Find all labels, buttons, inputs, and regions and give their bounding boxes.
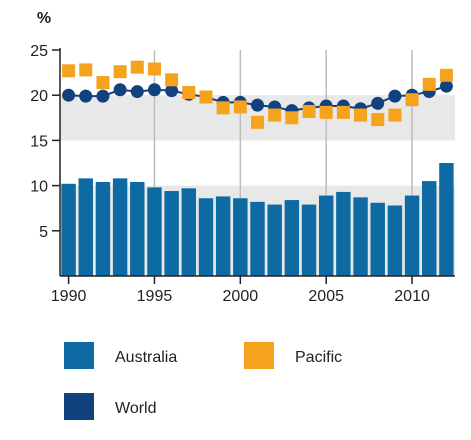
y-tick-label-15: 15 <box>30 133 48 150</box>
bar-australia-2001 <box>250 201 265 276</box>
legend-swatch-australia <box>64 342 94 369</box>
bar-australia-2008 <box>370 202 385 276</box>
point-world-2008 <box>371 96 385 110</box>
point-pacific-1993 <box>113 65 127 79</box>
point-pacific-1995 <box>147 62 161 76</box>
y-tick-label-5: 5 <box>39 224 48 241</box>
point-pacific-1998 <box>199 90 213 104</box>
point-pacific-2002 <box>268 108 282 122</box>
axes <box>52 48 455 284</box>
x-tick-label-2000: 2000 <box>223 288 259 305</box>
pacific-points <box>62 60 453 129</box>
point-world-2012 <box>439 79 453 93</box>
bar-australia-2002 <box>267 204 282 276</box>
bar-australia-1996 <box>164 191 179 276</box>
point-pacific-1999 <box>216 101 230 115</box>
bar-australia-1991 <box>78 178 93 276</box>
point-world-1992 <box>96 89 110 103</box>
point-world-2001 <box>251 98 264 112</box>
y-tick-label-25: 25 <box>30 43 48 60</box>
legend: Australia Pacific World <box>64 342 342 420</box>
point-pacific-2006 <box>336 105 350 119</box>
point-pacific-2011 <box>422 77 436 91</box>
bar-australia-2009 <box>387 205 403 276</box>
point-pacific-2007 <box>354 108 368 122</box>
point-pacific-2001 <box>251 115 264 129</box>
bar-australia-1994 <box>130 181 145 276</box>
legend-label-pacific: Pacific <box>295 349 342 366</box>
point-world-1995 <box>147 83 161 97</box>
point-pacific-2012 <box>439 68 453 82</box>
x-tick-label-2005: 2005 <box>308 288 344 305</box>
point-pacific-1992 <box>96 76 110 90</box>
point-world-1993 <box>113 83 127 97</box>
point-pacific-1996 <box>165 73 179 87</box>
tick-labels: 5 10 15 20 25% 1990 1995 2000 2005 2010 <box>30 10 430 305</box>
bar-australia-2007 <box>353 197 368 276</box>
point-world-1994 <box>130 85 144 99</box>
point-pacific-2005 <box>319 105 333 119</box>
point-pacific-2009 <box>388 108 402 122</box>
legend-label-world: World <box>115 400 157 417</box>
point-pacific-1997 <box>182 85 196 99</box>
y-tick-label-20: 20 <box>30 88 48 105</box>
legend-swatch-pacific <box>244 342 274 369</box>
point-world-1991 <box>79 89 93 103</box>
point-pacific-2000 <box>233 100 247 114</box>
bar-australia-2004 <box>301 204 317 276</box>
x-tick-label-1995: 1995 <box>137 288 173 305</box>
bar-australia-2003 <box>284 200 300 276</box>
bar-australia-1999 <box>215 196 231 276</box>
bar-australia-2005 <box>318 195 334 276</box>
point-world-1996 <box>165 84 179 98</box>
point-world-2009 <box>388 89 402 103</box>
bar-australia-2011 <box>422 181 437 276</box>
point-pacific-2003 <box>285 111 299 125</box>
bar-australia-1992 <box>95 181 111 276</box>
bar-australia-1993 <box>112 178 128 276</box>
bar-australia-2000 <box>233 198 248 276</box>
y-tick-label-10: 10 <box>30 179 48 196</box>
legend-swatch-world <box>64 393 94 420</box>
bar-australia-1997 <box>181 188 197 276</box>
bar-australia-2010 <box>404 195 420 276</box>
point-pacific-2010 <box>405 93 419 107</box>
point-pacific-1990 <box>62 64 76 78</box>
point-pacific-1991 <box>79 63 93 77</box>
legend-label-australia: Australia <box>115 349 177 366</box>
point-world-1990 <box>62 88 76 102</box>
point-pacific-1994 <box>130 60 144 74</box>
bar-australia-1990 <box>61 183 76 276</box>
australia-bars <box>61 163 454 276</box>
bar-australia-2012 <box>439 163 454 276</box>
bar-australia-2006 <box>336 191 351 276</box>
y-axis-label: % <box>37 10 51 27</box>
point-pacific-2004 <box>302 104 316 118</box>
x-tick-label-1990: 1990 <box>51 288 87 305</box>
bar-australia-1995 <box>147 187 162 276</box>
bar-australia-1998 <box>198 198 214 276</box>
x-tick-label-2010: 2010 <box>394 288 430 305</box>
point-pacific-2008 <box>371 113 385 127</box>
